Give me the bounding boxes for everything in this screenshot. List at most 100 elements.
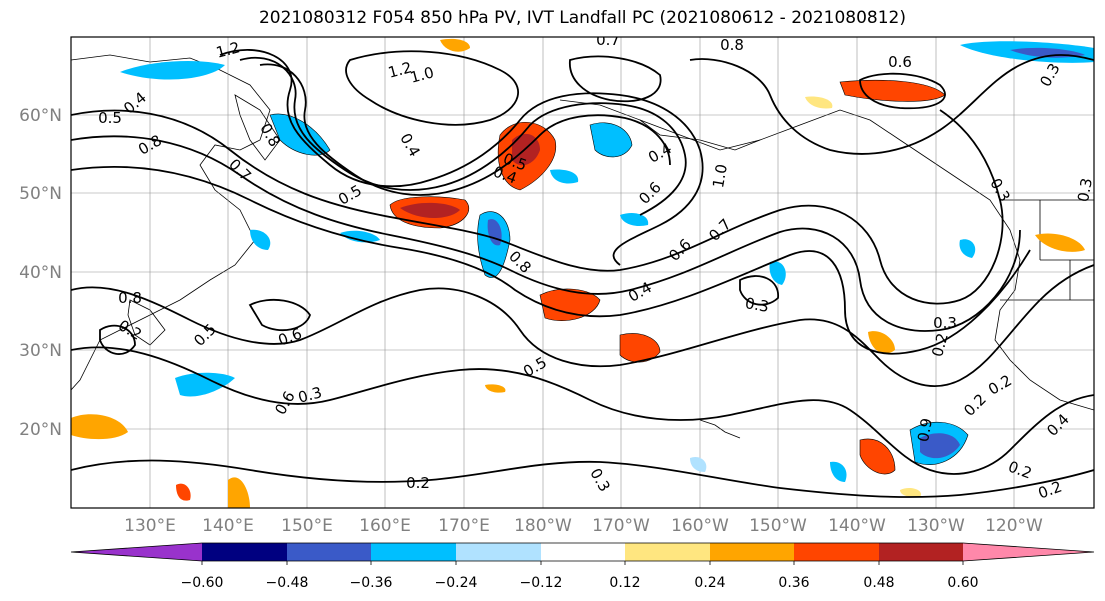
contour-label: 0.3 — [1074, 177, 1094, 204]
state-borders — [1000, 199, 1094, 301]
contour-label-text: 1.2 — [214, 38, 242, 62]
contour-label: 1.0 — [709, 163, 731, 190]
pv-contour-line — [71, 264, 1094, 387]
pv-contour-line — [248, 298, 311, 332]
contour-label: 0.8 — [118, 289, 142, 307]
colorbar-tick-label: 0.24 — [694, 575, 725, 591]
contour-label-text: 0.8 — [118, 289, 142, 307]
map-title: 2021080312 F054 850 hPa PV, IVT Landfall… — [258, 8, 906, 28]
longitude-tick-labels: 130°E 140°E 150°E 160°E 170°E 180°W 170°W 160°W… — [124, 516, 1043, 536]
pv-contour-line — [71, 165, 1031, 355]
longitude-tick-label: 170°E — [438, 516, 490, 536]
longitude-tick-label: 160°E — [359, 516, 411, 536]
contour-label: 0.7 — [596, 31, 620, 49]
positive-anomaly — [900, 487, 921, 498]
negative-anomaly — [769, 261, 786, 285]
positive-anomaly — [228, 477, 250, 508]
positive-anomaly — [485, 384, 506, 393]
positive-anomaly — [868, 331, 895, 354]
colorbar-segment — [202, 543, 287, 561]
negative-anomaly — [690, 456, 707, 472]
longitude-tick-label: 140°W — [828, 516, 886, 536]
negative-anomaly — [830, 461, 847, 482]
negative-anomaly — [175, 372, 235, 397]
longitude-tick-label: 180°W — [514, 516, 572, 536]
pv-contour-line — [71, 346, 1094, 475]
negative-anomaly — [477, 211, 511, 278]
pv-contours — [71, 49, 1094, 498]
longitude-tick-label: 130°W — [907, 516, 965, 536]
map-panel: 1.21.21.00.7 0.80.6 0.30.50.40.8 0.80.7 0.50… — [70, 31, 1095, 509]
longitude-tick-label: 170°W — [592, 516, 650, 536]
contour-label-text: 0.3 — [933, 314, 957, 332]
latitude-tick-label: 20°N — [19, 420, 62, 440]
colorbar-tick-label: 0.36 — [778, 575, 809, 591]
positive-anomaly — [805, 96, 833, 109]
contour-label-text: 0.2 — [928, 331, 952, 359]
latitude-tick-labels: 60°N 50°N 40°N 30°N 20°N — [19, 106, 62, 440]
latitude-tick-label: 30°N — [19, 341, 62, 361]
colorbar-segment — [879, 543, 963, 561]
pv-contour-line — [71, 459, 1094, 498]
contour-label-text: 0.3 — [744, 294, 771, 316]
colorbar-tick-label: 0.12 — [609, 575, 640, 591]
pv-contour-line — [239, 57, 687, 216]
map-frame — [70, 36, 1095, 509]
colorbar-segment — [794, 543, 879, 561]
negative-anomaly — [959, 239, 976, 258]
colorbar-segment — [710, 543, 794, 561]
contour-label-text: 0.9 — [914, 417, 936, 444]
negative-anomaly — [589, 122, 633, 158]
pv-contour-line — [689, 54, 1094, 155]
contour-label-text: 0.5 — [98, 109, 122, 127]
positive-anomaly — [440, 38, 470, 52]
negative-anomaly — [250, 229, 271, 250]
longitude-tick-label: 150°W — [749, 516, 807, 536]
contour-label-text: 1.0 — [408, 63, 436, 87]
longitude-tick-label: 150°E — [281, 516, 333, 536]
contour-label: 1.0 — [408, 63, 436, 87]
colorbar-tick-label: −0.24 — [435, 575, 478, 591]
positive-anomaly — [1035, 233, 1085, 252]
contour-label: 0.6 — [888, 53, 912, 71]
colorbar-tick-label: −0.36 — [350, 575, 393, 591]
contour-label-text: 0.7 — [596, 31, 620, 49]
colorbar-tick-label: 0.48 — [863, 575, 894, 591]
contour-label: 0.2 — [406, 474, 430, 492]
latitude-tick-label: 60°N — [19, 106, 62, 126]
contour-label: 0.3 — [933, 314, 957, 332]
colorbar-tick-label: −0.48 — [266, 575, 309, 591]
colorbar-segment — [541, 543, 625, 561]
colorbar-segment — [456, 543, 541, 561]
contour-label-text: 0.3 — [296, 383, 324, 407]
longitude-tick-label: 140°E — [202, 516, 254, 536]
contour-label-text: 0.2 — [406, 474, 430, 492]
negative-anomaly — [550, 169, 579, 184]
negative-anomaly — [340, 230, 380, 243]
contour-label-text: 0.8 — [720, 36, 744, 54]
colorbar-segment — [71, 543, 202, 561]
colorbar-tick-label: 0.60 — [947, 575, 978, 591]
colorbar-segment — [625, 543, 710, 561]
positive-anomaly — [619, 333, 661, 363]
contour-label: 0.8 — [720, 36, 744, 54]
negative-anomaly — [120, 60, 225, 80]
contour-label: 1.2 — [214, 38, 242, 62]
negative-anomaly — [620, 213, 649, 226]
positive-anomaly — [176, 483, 191, 501]
pv-contour-line — [259, 63, 671, 196]
colorbar-segment — [963, 543, 1094, 561]
contour-label: 0.2 — [928, 331, 952, 359]
pv-contour-line — [569, 55, 662, 103]
colorbar-segment — [371, 543, 456, 561]
contour-label: 0.5 — [98, 109, 122, 127]
colorbar-tick-label: −0.12 — [520, 575, 563, 591]
pv-contour-line — [99, 324, 136, 355]
contour-label-text: 0.6 — [888, 53, 912, 71]
contour-label: 1.2 — [386, 58, 414, 82]
contour-label-text: 1.0 — [709, 163, 731, 190]
pv-contour-line — [71, 135, 1021, 332]
contour-label-text: 1.2 — [386, 58, 414, 82]
colorbar-tick-label: −0.60 — [181, 575, 224, 591]
